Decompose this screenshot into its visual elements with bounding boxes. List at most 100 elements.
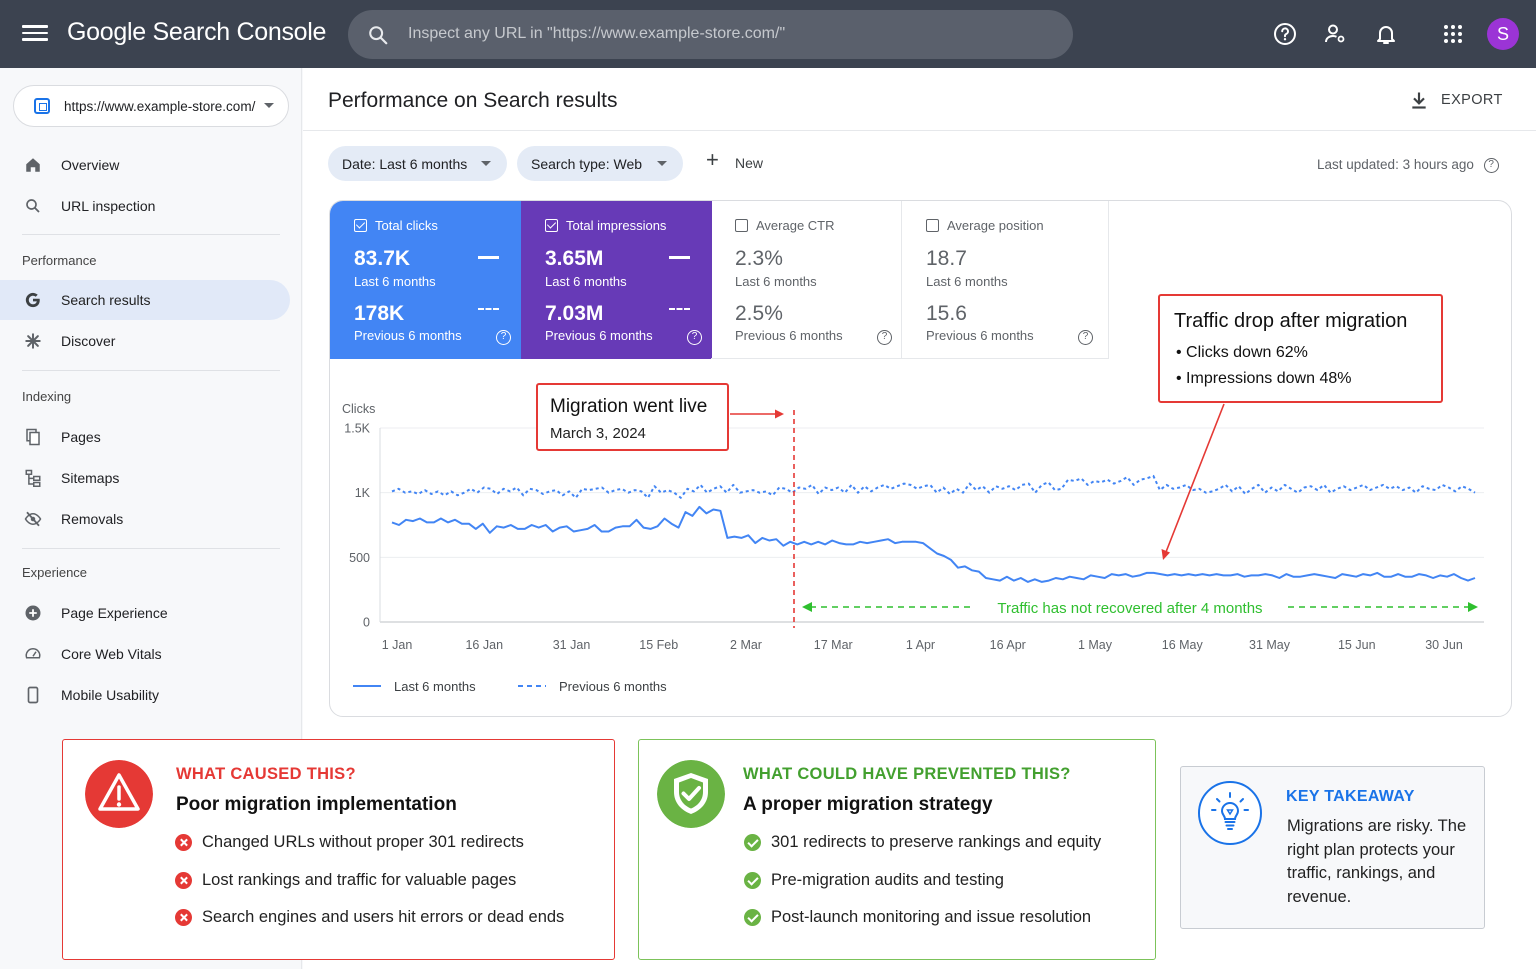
search-type-filter-label: Search type: Web <box>531 156 643 172</box>
sidebar-divider <box>22 234 280 235</box>
check-circle-icon <box>744 909 761 926</box>
traffic-drop-annotation: Traffic drop after migration • Clicks do… <box>1158 294 1443 403</box>
help-icon[interactable]: ? <box>877 330 892 345</box>
help-icon[interactable] <box>1273 22 1297 46</box>
what-caused-title: WHAT CAUSED THIS? <box>176 765 356 783</box>
metric-period: Last 6 months <box>735 274 817 289</box>
check-circle-icon <box>744 834 761 851</box>
metric-total-clicks[interactable]: Total clicks 83.7K Last 6 months 178K Pr… <box>330 201 521 359</box>
date-filter-chip[interactable]: Date: Last 6 months <box>328 146 507 181</box>
metric-total-impressions[interactable]: Total impressions 3.65M Last 6 months 7.… <box>521 201 712 359</box>
prevent-item: 301 redirects to preserve rankings and e… <box>771 833 1102 851</box>
property-icon <box>34 98 50 114</box>
prevent-item: Post-launch monitoring and issue resolut… <box>771 908 1092 926</box>
sidebar-item-label: URL inspection <box>61 198 156 214</box>
apps-grid-icon[interactable] <box>1441 22 1465 46</box>
checkbox-checked[interactable] <box>354 219 367 232</box>
help-icon[interactable]: ? <box>1483 157 1499 173</box>
sidebar-item-label: Sitemaps <box>61 470 120 486</box>
plus-icon: + <box>706 147 719 172</box>
header-divider <box>303 130 1536 131</box>
sidebar-item-discover[interactable]: Discover <box>0 321 290 361</box>
new-filter-label: New <box>735 155 764 171</box>
sidebar-item-core-web-vitals[interactable]: Core Web Vitals <box>0 634 290 674</box>
pages-icon <box>26 428 40 446</box>
solid-line-legend-icon <box>669 256 690 259</box>
metric-value: 3.65M <box>545 247 604 270</box>
sidebar-item-label: Overview <box>61 157 120 173</box>
cause-item: Lost rankings and traffic for valuable p… <box>202 871 517 889</box>
notifications-bell-icon[interactable] <box>1374 22 1398 46</box>
traffic-drop-bullet: • Clicks down 62% <box>1176 344 1308 361</box>
metric-average-ctr[interactable]: Average CTR 2.3% Last 6 months 2.5% Prev… <box>711 201 902 359</box>
prevent-title: WHAT COULD HAVE PREVENTED THIS? <box>743 765 1071 783</box>
app-title[interactable]: Google Search Console <box>67 18 327 46</box>
sidebar-item-label: Discover <box>61 333 116 349</box>
performance-card: Total clicks 83.7K Last 6 months 178K Pr… <box>329 200 1512 717</box>
help-icon[interactable]: ? <box>1078 330 1093 345</box>
metric-prev-value: 178K <box>354 302 405 325</box>
last-updated: Last updated: 3 hours ago ? <box>1317 157 1499 173</box>
x-circle-icon <box>175 909 192 926</box>
url-inspect-input[interactable] <box>408 22 1048 46</box>
sidebar-item-overview[interactable]: Overview <box>0 145 290 185</box>
traffic-drop-bullet-text: Clicks down 62% <box>1186 344 1308 361</box>
export-label: EXPORT <box>1441 92 1503 108</box>
metric-average-position[interactable]: Average position 18.7 Last 6 months 15.6… <box>902 201 1109 359</box>
sidebar-item-page-experience[interactable]: Page Experience <box>0 593 290 633</box>
google-g-icon <box>25 292 40 308</box>
lightbulb-icon <box>1198 781 1262 845</box>
what-could-prevent-card: WHAT COULD HAVE PREVENTED THIS? A proper… <box>638 739 1156 960</box>
plus-circle-icon <box>25 605 41 621</box>
home-icon <box>26 158 40 172</box>
metric-value: 2.3% <box>735 247 783 270</box>
key-takeaway-title: KEY TAKEAWAY <box>1286 788 1415 805</box>
migration-annotation-date: March 3, 2024 <box>550 425 646 442</box>
migration-annotation: Migration went live March 3, 2024 <box>536 383 729 451</box>
metric-period: Last 6 months <box>545 274 627 289</box>
search-icon <box>26 199 40 213</box>
metric-prev-period: Previous 6 months <box>926 328 1034 343</box>
help-icon[interactable]: ? <box>687 330 702 345</box>
sidebar-item-label: Core Web Vitals <box>61 646 162 662</box>
url-inspect-search[interactable] <box>348 10 1073 59</box>
metric-label: Average position <box>947 218 1044 233</box>
sidebar-item-mobile-usability[interactable]: Mobile Usability <box>0 675 290 715</box>
dashed-line-legend-icon <box>669 308 690 310</box>
help-icon[interactable]: ? <box>496 330 511 345</box>
check-circle-icon <box>744 872 761 889</box>
sidebar-item-sitemaps[interactable]: Sitemaps <box>0 458 290 498</box>
sidebar-item-removals[interactable]: Removals <box>0 499 290 539</box>
migration-annotation-title: Migration went live <box>550 396 708 417</box>
account-avatar[interactable]: S <box>1487 18 1519 50</box>
traffic-drop-title: Traffic drop after migration <box>1174 310 1408 332</box>
sidebar-item-pages[interactable]: Pages <box>0 417 290 457</box>
search-type-filter-chip[interactable]: Search type: Web <box>517 146 683 181</box>
manage-users-icon[interactable] <box>1323 22 1347 46</box>
metric-label: Total impressions <box>566 218 667 233</box>
checkbox-unchecked[interactable] <box>926 219 939 232</box>
sitemap-icon <box>25 469 41 487</box>
metric-value: 83.7K <box>354 247 411 270</box>
search-icon <box>369 26 388 45</box>
prevent-item: Pre-migration audits and testing <box>771 871 1004 889</box>
checkbox-checked[interactable] <box>545 219 558 232</box>
hamburger-menu-icon[interactable] <box>22 22 48 46</box>
what-caused-subtitle: Poor migration implementation <box>176 794 457 815</box>
metric-prev-value: 15.6 <box>926 302 967 325</box>
section-performance: Performance <box>22 253 97 268</box>
sidebar-item-url-inspection[interactable]: URL inspection <box>0 186 290 226</box>
shield-check-icon <box>657 760 725 828</box>
traffic-drop-bullet: • Impressions down 48% <box>1176 370 1352 387</box>
section-indexing: Indexing <box>22 389 72 404</box>
prevent-subtitle: A proper migration strategy <box>743 794 993 815</box>
key-takeaway-card: KEY TAKEAWAY Migrations are risky. The r… <box>1180 766 1485 929</box>
what-caused-card: WHAT CAUSED THIS? Poor migration impleme… <box>62 739 615 960</box>
export-button[interactable]: EXPORT <box>1409 90 1503 110</box>
cause-item: Changed URLs without proper 301 redirect… <box>202 833 524 851</box>
sidebar-item-search-results[interactable]: Search results <box>0 280 290 320</box>
asterisk-icon <box>25 333 41 349</box>
property-selector[interactable]: https://www.example-store.com/ <box>13 85 289 127</box>
solid-line-legend-icon <box>478 256 499 259</box>
checkbox-unchecked[interactable] <box>735 219 748 232</box>
